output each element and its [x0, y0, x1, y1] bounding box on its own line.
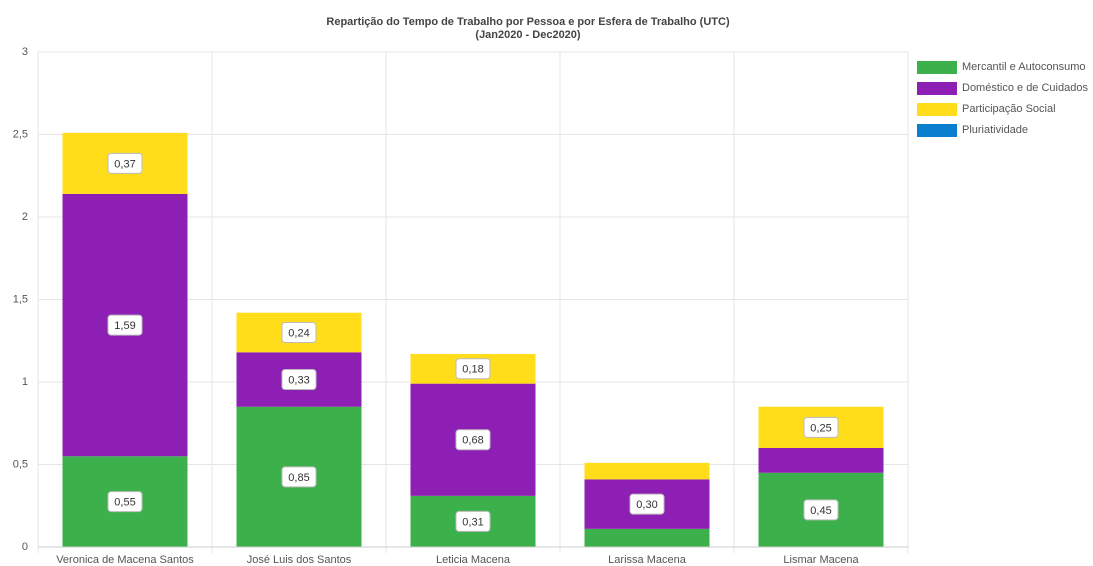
y-tick-label: 1	[22, 376, 28, 388]
value-label: 0,85	[288, 472, 309, 484]
value-label-box	[803, 416, 839, 438]
value-label: 0,33	[288, 374, 309, 386]
legend-label: Mercantil e Autoconsumo	[962, 61, 1086, 73]
legend-label: Pluriatividade	[962, 124, 1028, 136]
x-tick-label: Lismar Macena	[783, 554, 859, 566]
legend-swatch	[917, 61, 957, 74]
value-label-box	[107, 152, 143, 174]
value-label-box	[281, 466, 317, 488]
value-label: 0,30	[636, 499, 657, 511]
x-tick-label: Veronica de Macena Santos	[56, 554, 194, 566]
value-label-box	[803, 499, 839, 521]
legend-label: Participação Social	[962, 103, 1056, 115]
legend-swatch	[917, 82, 957, 95]
bar-segment	[758, 448, 884, 473]
value-label: 0,37	[114, 158, 135, 170]
value-label: 0,68	[462, 435, 483, 447]
legend-swatch	[917, 124, 957, 137]
legend-swatch	[917, 103, 957, 116]
category-grid	[37, 52, 909, 553]
value-label: 0,25	[810, 422, 831, 434]
y-tick-label: 2,5	[13, 128, 28, 140]
x-tick-label: José Luis dos Santos	[247, 554, 352, 566]
value-label: 0,31	[462, 516, 483, 528]
legend-label: Doméstico e de Cuidados	[962, 82, 1088, 94]
x-tick-label: Leticia Macena	[436, 554, 511, 566]
value-label: 1,59	[114, 320, 135, 332]
value-label: 0,18	[462, 364, 483, 376]
value-label-box	[455, 358, 491, 380]
bar-segment	[584, 462, 710, 480]
value-label: 0,45	[810, 505, 831, 517]
bar-segment	[584, 528, 710, 547]
y-tick-label: 2	[22, 211, 28, 223]
value-label-box	[281, 322, 317, 343]
value-label-box	[455, 510, 491, 532]
chart-subtitle: (Jan2020 - Dec2020)	[475, 29, 581, 41]
value-label-box	[455, 429, 491, 451]
chart-title: Repartição do Tempo de Trabalho por Pess…	[326, 16, 730, 28]
value-label-box	[281, 369, 317, 391]
value-label-box	[107, 491, 143, 513]
value-label: 0,55	[114, 497, 135, 509]
x-tick-label: Larissa Macena	[608, 554, 687, 566]
y-tick-label: 1,5	[13, 293, 28, 305]
y-tick-label: 0	[22, 541, 28, 553]
value-label: 0,24	[288, 327, 309, 339]
value-label-box	[629, 493, 665, 515]
value-label-box	[107, 314, 143, 336]
y-tick-label: 3	[22, 46, 28, 58]
y-tick-label: 0,5	[13, 458, 28, 470]
